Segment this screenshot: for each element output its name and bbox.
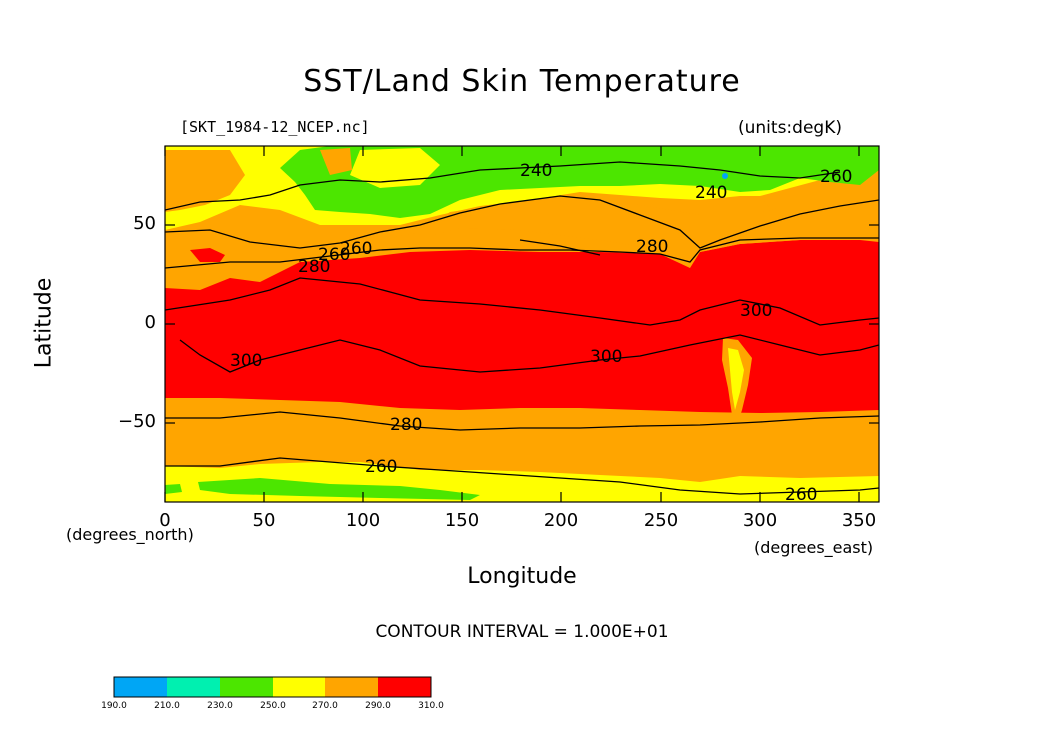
contour-label: 280 — [390, 415, 422, 435]
x-tick-label: 50 — [252, 510, 276, 531]
x-unit-right: (degrees_east) — [754, 538, 874, 557]
band-290-310 — [165, 240, 879, 413]
contour-label: 260 — [340, 239, 372, 259]
y-tick-label: 0 — [144, 312, 156, 333]
contour-label: 260 — [365, 457, 397, 477]
chart-title: SST/Land Skin Temperature — [303, 64, 741, 99]
contour-label: 280 — [636, 237, 668, 257]
y-tick-label: 50 — [133, 213, 156, 234]
y-tick-label: −50 — [118, 411, 156, 432]
colorbar-swatch — [220, 677, 273, 697]
x-axis-label: Longitude — [467, 564, 577, 589]
colorbar-tick: 310.0 — [418, 701, 444, 711]
contour-lines — [165, 161, 879, 495]
contour-label: 240 — [520, 161, 552, 181]
contour-label: 300 — [230, 351, 262, 371]
contour-label: 280 — [298, 257, 330, 277]
colorbar-tick: 210.0 — [154, 701, 180, 711]
x-tick-label: 150 — [444, 510, 480, 531]
colorbar-tick: 290.0 — [365, 701, 391, 711]
contour-labels: 240 240 260 260 280 280 300 300 300 280 … — [230, 161, 852, 505]
contour-label: 300 — [740, 301, 772, 321]
x-tick-label: 350 — [841, 510, 877, 531]
contour-label: 260 — [785, 485, 817, 505]
contour-label: 240 — [695, 183, 727, 203]
colorbar-swatch — [325, 677, 378, 697]
colorbar-swatch — [114, 677, 167, 697]
x-tick-label: 300 — [742, 510, 778, 531]
contour-interval: CONTOUR INTERVAL = 1.000E+01 — [375, 622, 669, 642]
colorbar-tick: 230.0 — [207, 701, 233, 711]
units-label: (units:degK) — [738, 118, 842, 138]
band-230-250-south — [198, 478, 480, 500]
temperature-field — [165, 146, 879, 502]
file-label: [SKT_1984-12_NCEP.nc] — [180, 118, 370, 136]
colorbar-swatch — [273, 677, 325, 697]
x-tick-label: 250 — [643, 510, 679, 531]
colorbar-swatch — [167, 677, 220, 697]
x-tick-label: 0 — [159, 510, 171, 531]
colorbar-tick: 250.0 — [260, 701, 286, 711]
x-unit-left: (degrees_north) — [66, 525, 194, 544]
colorbar — [113, 676, 432, 698]
colorbar-tick: 270.0 — [312, 701, 338, 711]
contour-label: 260 — [318, 245, 350, 265]
y-axis-label: Latitude — [31, 277, 57, 369]
colorbar-tick: 190.0 — [101, 701, 127, 711]
contour-label: 300 — [590, 347, 622, 367]
axis-ticks — [164, 146, 879, 502]
x-tick-label: 200 — [543, 510, 579, 531]
contour-label: 260 — [820, 167, 852, 187]
x-tick-label: 100 — [345, 510, 381, 531]
colorbar-swatch — [378, 677, 431, 697]
